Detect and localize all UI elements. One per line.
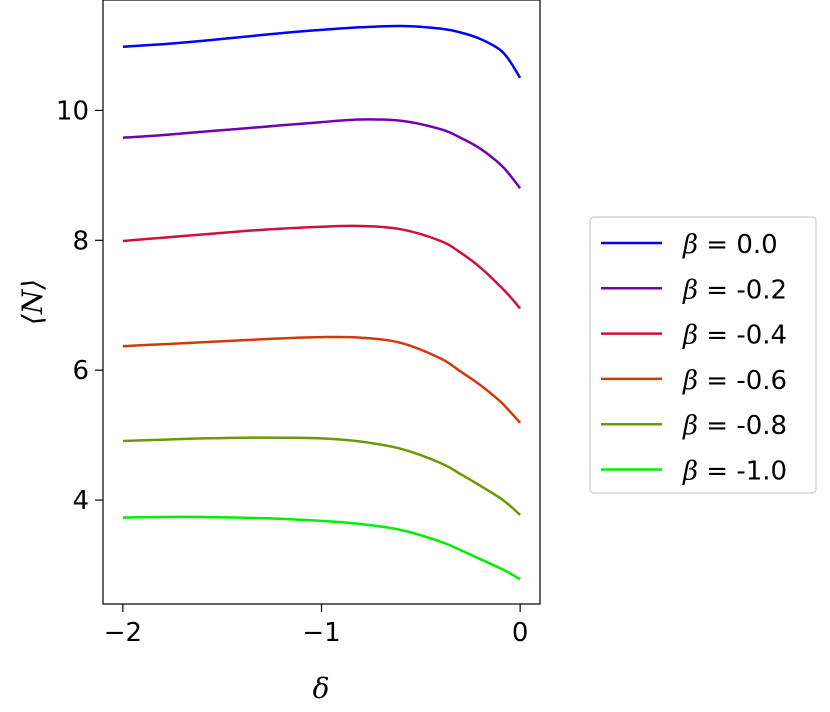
x-tick-label-1: −1 [302, 618, 340, 648]
y-tick-label-2: 8 [72, 226, 89, 256]
x-tick-label-0: −2 [104, 618, 142, 648]
x-axis-label: δ [313, 672, 330, 705]
x-axis: −2 −1 0 [104, 604, 529, 648]
legend-label-2: β = -0.4 [682, 321, 787, 351]
legend-label-4: β = -0.8 [682, 411, 787, 441]
series-line-1 [122, 118, 522, 190]
y-axis: 4 6 8 10 [56, 96, 103, 516]
x-tick-label-2: 0 [512, 618, 529, 648]
y-tick-label-0: 4 [72, 486, 89, 516]
series-layer [122, 24, 522, 581]
series-line-3 [122, 335, 522, 424]
legend-items: β = 0.0 β = -0.2 β = -0.4 β = -0.6 β = -0.8 β… [601, 230, 787, 487]
y-axis-label: ⟨N⟩ [16, 279, 49, 325]
legend: β = 0.0 β = -0.2 β = -0.4 β = -0.6 β = -0.8 β… [589, 216, 817, 494]
legend-label-0: β = 0.0 [682, 230, 778, 260]
plot-frame [102, 0, 541, 605]
series-line-0 [122, 24, 522, 79]
series-line-4 [122, 436, 521, 516]
series-line-2 [122, 224, 522, 310]
legend-label-3: β = -0.6 [682, 366, 787, 396]
series-line-5 [122, 515, 521, 581]
legend-label-1: β = -0.2 [682, 275, 787, 305]
y-tick-label-1: 6 [72, 356, 89, 386]
y-tick-label-3: 10 [56, 96, 89, 126]
legend-label-5: β = -1.0 [682, 457, 787, 487]
